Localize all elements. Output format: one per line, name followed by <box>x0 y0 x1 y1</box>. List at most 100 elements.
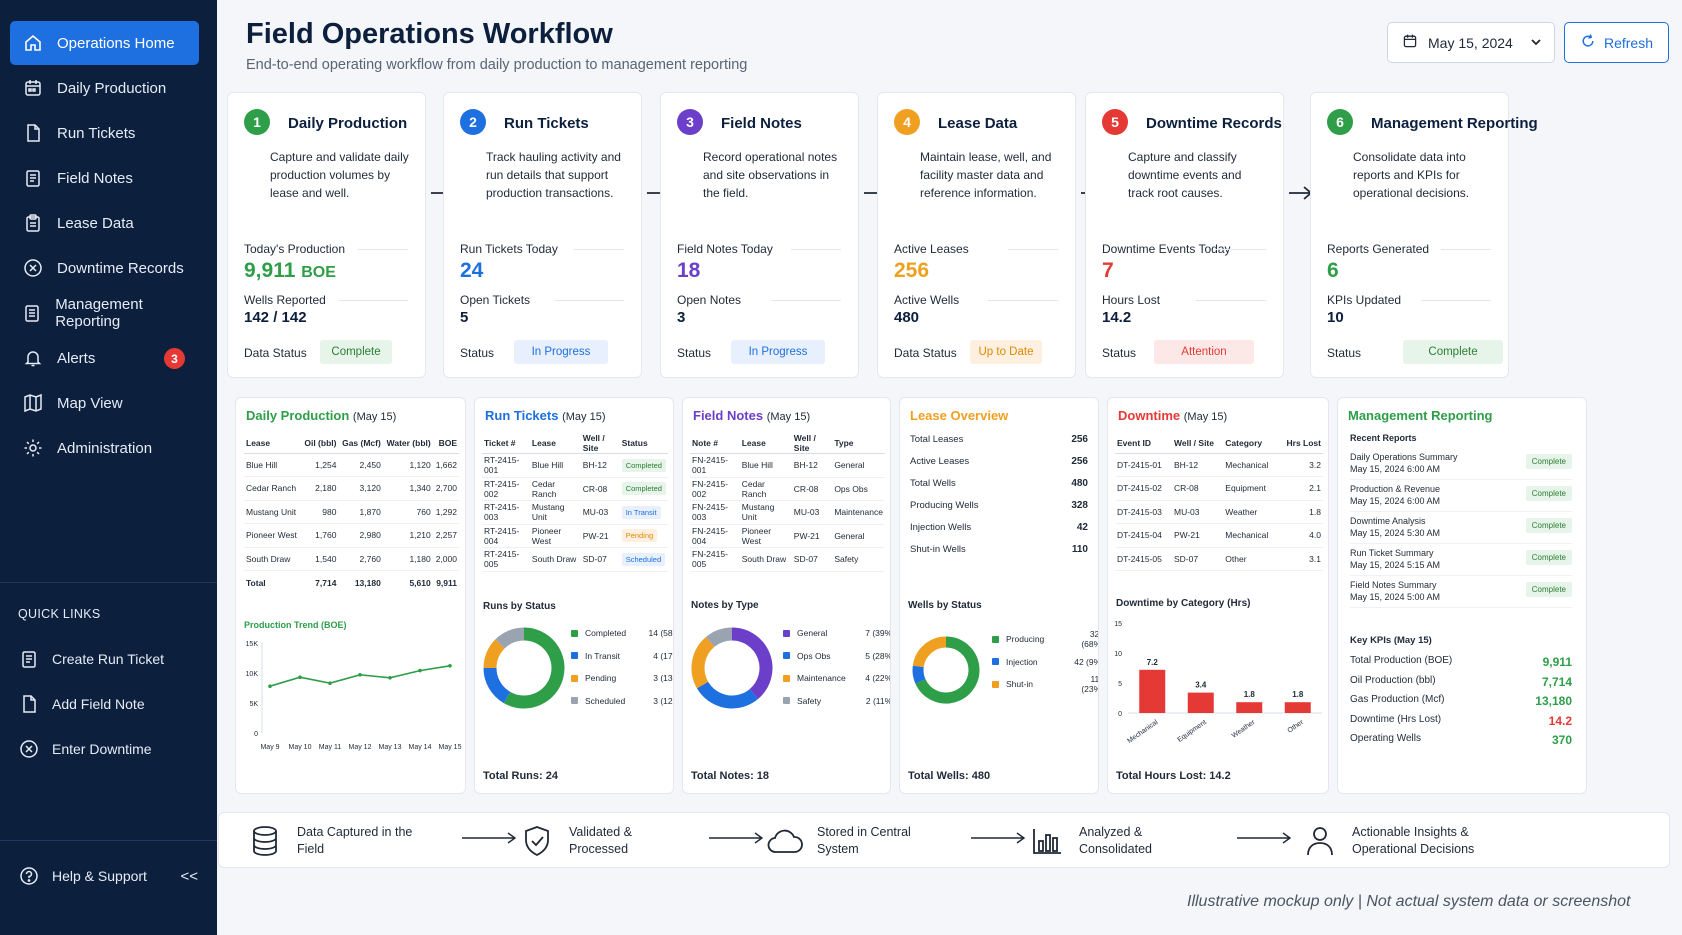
report-status-badge: Complete <box>1525 518 1572 533</box>
sidebar-item-alerts[interactable]: Alerts 3 <box>10 336 199 380</box>
table-row[interactable]: Blue Hill 1,254 2,450 1,120 1,662 <box>244 453 459 477</box>
key-kpis-title: Key KPIs (May 15) <box>1350 635 1432 646</box>
step-title: Daily Production <box>288 115 408 132</box>
quick-link-create-run-ticket[interactable]: Create Run Ticket <box>18 648 208 670</box>
donut-slice <box>912 665 926 684</box>
legend-value: 7 (39%) <box>865 628 890 639</box>
trend-title: Production Trend (BOE) <box>244 620 347 630</box>
table-row[interactable]: DT-2415-01 BH-12 Mechanical 3.2 <box>1115 453 1323 477</box>
table-row[interactable]: RT-2415-004 Pioneer West PW-21 Pending <box>482 524 668 548</box>
report-item[interactable]: Daily Operations Summary May 15, 2024 6:… <box>1350 448 1572 480</box>
table-row[interactable]: Cedar Ranch 2,180 3,120 1,340 2,700 <box>244 476 459 501</box>
metric-value: 256 <box>894 259 930 282</box>
col-oil: Oil (bbl) <box>300 433 339 454</box>
report-name: Daily Operations Summary <box>1350 452 1458 462</box>
table-header-row: Ticket # Lease Well / Site Status <box>482 433 668 454</box>
metric-value: 3 <box>677 309 686 326</box>
legend-swatch <box>783 697 790 705</box>
table-row[interactable]: RT-2415-005 South Draw SD-07 Scheduled <box>482 547 668 572</box>
date-picker[interactable]: May 15, 2024 <box>1387 22 1555 63</box>
trend-point <box>298 675 302 679</box>
table-row[interactable]: FN-2415-003 Mustang Unit MU-03 Maintenance <box>690 500 885 525</box>
flow-step-analyzed: Analyzed & Consolidated <box>1029 823 1199 859</box>
table-row[interactable]: FN-2415-002 Cedar Ranch CR-08 Ops Obs <box>690 477 885 501</box>
sidebar-item-map-view[interactable]: Map View <box>10 381 199 425</box>
metric-label: Downtime Events Today <box>1102 242 1231 256</box>
help-support-link[interactable]: Help & Support << <box>18 865 198 887</box>
sidebar-item-management-reporting[interactable]: Management Reporting <box>10 291 199 335</box>
report-item[interactable]: Run Ticket Summary May 15, 2024 5:15 AM … <box>1350 544 1572 576</box>
report-item[interactable]: Downtime Analysis May 15, 2024 5:30 AM C… <box>1350 512 1572 544</box>
table-row[interactable]: Pioneer West 1,760 2,980 1,210 2,257 <box>244 523 459 548</box>
flow-step-validated: Validated & Processed <box>519 823 689 859</box>
chart-title: Wells by Status <box>908 600 982 611</box>
report-item[interactable]: Production & Revenue May 15, 2024 6:00 A… <box>1350 480 1572 512</box>
collapse-sidebar-button[interactable]: << <box>180 867 198 885</box>
workflow-step-card[interactable]: 3 Field Notes Record operational notes a… <box>660 92 859 378</box>
status-badge: In Progress <box>731 340 825 364</box>
downtime-bar-chart: 0 5 10 15 7.2 Mechanical 3.4 Equipment 1.8 Weathe… <box>1114 621 1322 745</box>
sidebar-item-downtime-records[interactable]: Downtime Records <box>10 246 199 290</box>
downtime-bar <box>1236 702 1263 713</box>
downtime-panel: Downtime (May 15) Event ID Well / Site Cat… <box>1107 397 1329 794</box>
sidebar-item-administration[interactable]: Administration <box>10 426 199 470</box>
sidebar-item-field-notes[interactable]: Field Notes <box>10 156 199 200</box>
table-row[interactable]: DT-2415-02 CR-08 Equipment 2.1 <box>1115 476 1323 501</box>
step-title: Lease Data <box>938 115 1018 132</box>
lease-stat-row: Total Wells 480 <box>910 478 1088 489</box>
sidebar-item-label: Map View <box>57 394 123 412</box>
sidebar-item-lease-data[interactable]: Lease Data <box>10 201 199 245</box>
legend-value: 110 (23%) <box>1081 674 1099 695</box>
workflow-step-card[interactable]: 2 Run Tickets Track hauling activity and… <box>443 92 642 378</box>
cloud-icon <box>767 823 803 859</box>
table-header-row: Event ID Well / Site Category Hrs Lost <box>1115 433 1323 454</box>
workflow-step-card[interactable]: 5 Downtime Records Capture and classify … <box>1085 92 1284 378</box>
flow-step-label: Validated & Processed <box>569 825 633 856</box>
report-name: Run Ticket Summary <box>1350 548 1434 558</box>
quick-link-add-field-note[interactable]: Add Field Note <box>18 693 208 715</box>
quick-link-enter-downtime[interactable]: Enter Downtime <box>18 738 208 760</box>
divider <box>771 300 841 301</box>
legend-swatch <box>571 629 578 637</box>
legend-item: In Transit 4 (17%) <box>571 645 673 668</box>
divider <box>1441 249 1491 250</box>
table-row[interactable]: DT-2415-03 MU-03 Weather 1.8 <box>1115 500 1323 524</box>
sidebar-item-label: Administration <box>57 439 153 457</box>
chart-title: Downtime by Category (Hrs) <box>1116 598 1251 609</box>
flow-arrow <box>709 832 764 844</box>
table-row[interactable]: RT-2415-002 Cedar Ranch CR-08 Completed <box>482 477 668 501</box>
legend-value: 14 (58%) <box>648 628 674 639</box>
sidebar-item-label: Alerts <box>57 349 96 367</box>
report-name: Field Notes Summary <box>1350 580 1437 590</box>
run-tickets-panel: Run Tickets (May 15) Ticket # Lease Well /… <box>474 397 674 794</box>
table-row[interactable]: FN-2415-001 Blue Hill BH-12 General <box>690 453 885 478</box>
sidebar-item-daily-production[interactable]: Daily Production <box>10 66 199 110</box>
report-item[interactable]: Field Notes Summary May 15, 2024 5:00 AM… <box>1350 576 1572 608</box>
table-row[interactable]: RT-2415-001 Blue Hill BH-12 Completed <box>482 453 668 478</box>
field-notes-panel: Field Notes (May 15) Note # Lease Well / S… <box>682 397 891 794</box>
table-row[interactable]: Mustang Unit 980 1,870 760 1,292 <box>244 500 459 524</box>
status-pill: Pending <box>621 529 658 543</box>
metric-label: Field Notes Today <box>677 242 773 256</box>
refresh-button[interactable]: Refresh <box>1564 22 1669 63</box>
calendar-icon <box>1402 33 1418 52</box>
divider <box>791 249 841 250</box>
flow-step-insights: Actionable Insights & Operational Decisi… <box>1302 823 1482 859</box>
table-row[interactable]: RT-2415-003 Mustang Unit MU-03 In Transit <box>482 500 668 525</box>
sidebar-item-operations-home[interactable]: Operations Home <box>10 21 199 65</box>
table-row[interactable]: DT-2415-04 PW-21 Mechanical 4.0 <box>1115 523 1323 548</box>
legend-item: General 7 (39%) <box>783 622 890 645</box>
table-row[interactable]: South Draw 1,540 2,760 1,180 2,000 <box>244 547 459 571</box>
sidebar-item-run-tickets[interactable]: Run Tickets <box>10 111 199 155</box>
table-row[interactable]: FN-2415-004 Pioneer West PW-21 General <box>690 524 885 548</box>
lease-stat-row: Active Leases 256 <box>910 456 1088 467</box>
sidebar-item-label: Downtime Records <box>57 259 184 277</box>
workflow-step-card[interactable]: 4 Lease Data Maintain lease, well, and f… <box>877 92 1076 378</box>
bar-value-label: 7.2 <box>1147 658 1159 667</box>
metric-value: 7 <box>1102 259 1114 282</box>
workflow-step-card[interactable]: 6 Management Reporting Consolidate data … <box>1310 92 1538 378</box>
table-row[interactable]: DT-2415-05 SD-07 Other 3.1 <box>1115 547 1323 571</box>
x-tick-label: Equipment <box>1176 719 1207 744</box>
workflow-step-card[interactable]: 1 Daily Production Capture and validate … <box>227 92 426 378</box>
table-row[interactable]: FN-2415-005 South Draw SD-07 Safety <box>690 547 885 572</box>
